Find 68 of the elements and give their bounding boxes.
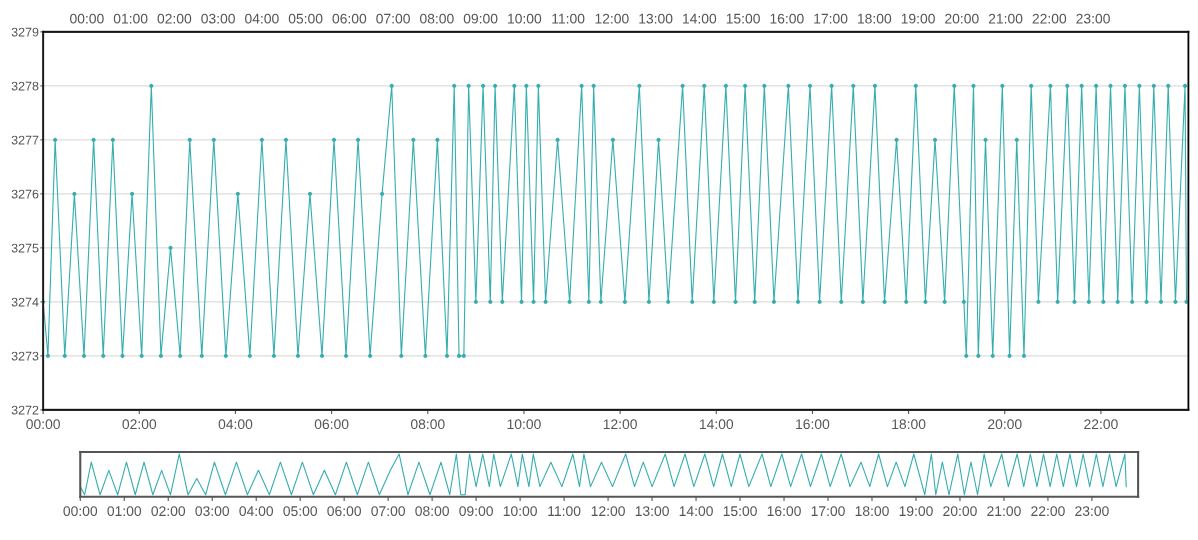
x-tick-label: 10:00 xyxy=(503,506,537,517)
x2-tick-label: 16:00 xyxy=(770,13,804,24)
y-tick-label: 3276 xyxy=(11,189,39,199)
x-tick-label: 03:00 xyxy=(195,506,230,517)
x2-tick-label: 05:00 xyxy=(288,13,323,24)
x2-tick-label: 03:00 xyxy=(201,13,235,24)
x2-tick-label: 02:00 xyxy=(157,13,192,24)
x2-tick-label: 23:00 xyxy=(1076,13,1110,24)
x-tick-label: 04:00 xyxy=(239,506,274,517)
x-tick-label: 22:00 xyxy=(1031,506,1065,517)
x2-tick-label: 07:00 xyxy=(376,13,410,24)
y-tick-label: 3275 xyxy=(11,243,39,253)
x-tick-label: 20:00 xyxy=(988,419,1022,430)
x2-tick-label: 08:00 xyxy=(420,13,454,24)
x-tick-label: 20:00 xyxy=(943,506,977,517)
x-tick-label: 10:00 xyxy=(507,419,541,430)
x-tick-label: 04:00 xyxy=(218,419,253,430)
x-tick-label: 18:00 xyxy=(892,419,926,430)
x-tick-label: 01:00 xyxy=(107,506,142,517)
x2-tick-label: 13:00 xyxy=(639,13,673,24)
x-tick-label: 02:00 xyxy=(151,506,186,517)
x2-tick-label: 04:00 xyxy=(245,13,279,24)
x-tick-label: 15:00 xyxy=(723,506,757,517)
x2-tick-label: 17:00 xyxy=(814,13,848,24)
x2-tick-label: 20:00 xyxy=(945,13,979,24)
x2-tick-label: 21:00 xyxy=(988,13,1023,24)
x2-tick-label: 14:00 xyxy=(683,13,717,24)
x-tick-label: 12:00 xyxy=(603,419,637,430)
x-tick-label: 23:00 xyxy=(1075,506,1109,517)
x-tick-label: 21:00 xyxy=(987,506,1021,517)
x-tick-label: 09:00 xyxy=(459,506,493,517)
x2-tick-label: 15:00 xyxy=(726,13,760,24)
x-tick-label: 08:00 xyxy=(410,419,445,430)
x-tick-label: 17:00 xyxy=(811,506,845,517)
x-tick-label: 14:00 xyxy=(679,506,713,517)
x-tick-label: 16:00 xyxy=(796,419,830,430)
x2-tick-label: 11:00 xyxy=(552,13,585,24)
x-tick-label: 06:00 xyxy=(327,506,362,517)
x-tick-label: 18:00 xyxy=(855,506,889,517)
x-tick-label: 22:00 xyxy=(1084,419,1118,430)
x-tick-label: 00:00 xyxy=(63,506,98,517)
x2-tick-label: 10:00 xyxy=(508,13,542,24)
x2-tick-label: 22:00 xyxy=(1032,13,1067,24)
x-tick-label: 05:00 xyxy=(283,506,318,517)
y-tick-label: 3272 xyxy=(11,405,39,415)
x-tick-label: 14:00 xyxy=(699,419,734,430)
y-tick-label: 3277 xyxy=(11,135,39,145)
x-tick-label: 07:00 xyxy=(371,506,405,517)
x2-tick-label: 09:00 xyxy=(463,13,498,24)
x-tick-label: 02:00 xyxy=(122,419,157,430)
x-tick-label: 16:00 xyxy=(767,506,801,517)
y-tick-label: 3279 xyxy=(11,27,39,37)
x-tick-label: 08:00 xyxy=(415,506,449,517)
x2-tick-label: 12:00 xyxy=(595,13,629,24)
x2-tick-label: 06:00 xyxy=(332,13,367,24)
x2-tick-label: 18:00 xyxy=(858,13,892,24)
x-tick-label: 19:00 xyxy=(899,506,933,517)
x-tick-label: 00:00 xyxy=(26,419,60,430)
x-tick-label: 13:00 xyxy=(635,506,669,517)
x-tick-label: 11:00 xyxy=(548,506,581,517)
x2-tick-label: 00:00 xyxy=(70,13,104,24)
x2-tick-label: 01:00 xyxy=(113,13,148,24)
y-tick-label: 3274 xyxy=(11,297,39,307)
x-tick-label: 12:00 xyxy=(591,506,625,517)
x-tick-label: 06:00 xyxy=(314,419,349,430)
x2-tick-label: 19:00 xyxy=(901,13,935,24)
y-tick-label: 3278 xyxy=(11,81,39,91)
y-tick-label: 3273 xyxy=(11,351,39,361)
